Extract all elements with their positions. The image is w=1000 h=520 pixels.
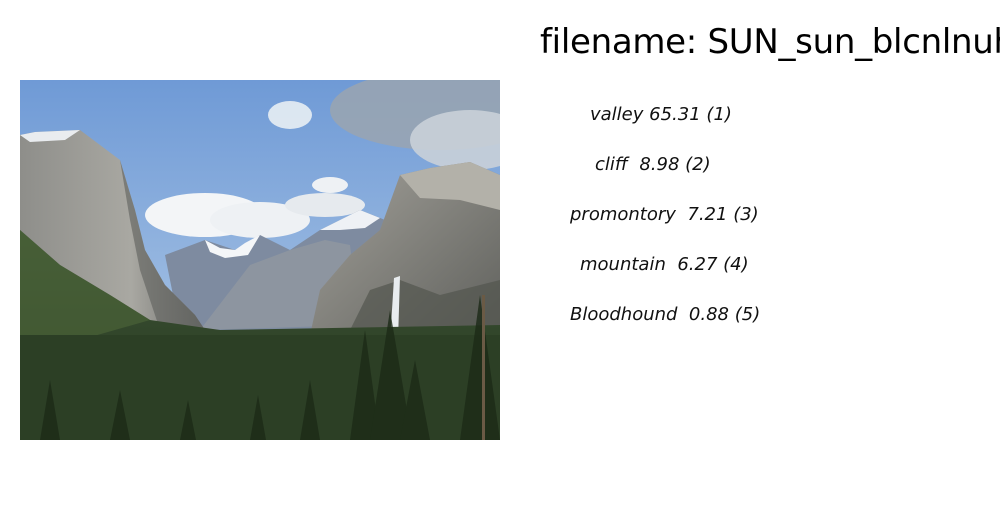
prediction-score: 8.98 (639, 154, 680, 175)
prediction-item: promontory 7.21 (3) (570, 204, 759, 225)
prediction-item: mountain 6.27 (4) (580, 254, 749, 275)
prediction-score: 6.27 (677, 254, 718, 275)
prediction-label: valley (590, 104, 644, 125)
prediction-label: promontory (570, 204, 676, 225)
prediction-label: cliff (595, 154, 628, 175)
prediction-rank: (5) (734, 304, 761, 325)
filename-title: filename: SUN_sun_blcnlnuh (540, 22, 1000, 62)
prediction-item: cliff 8.98 (2) (595, 154, 711, 175)
prediction-label: Bloodhound (570, 304, 678, 325)
prediction-score: 0.88 (688, 304, 729, 325)
prediction-score: 65.31 (649, 104, 701, 125)
prediction-rank: (1) (706, 104, 732, 125)
prediction-item: Bloodhound 0.88 (5) (570, 304, 760, 325)
prediction-rank: (4) (723, 254, 749, 275)
scene-photo (20, 80, 500, 440)
prediction-score: 7.21 (687, 204, 728, 225)
prediction-rank: (2) (685, 154, 711, 175)
prediction-rank: (3) (733, 204, 759, 225)
prediction-label: mountain (580, 254, 666, 275)
prediction-item: valley 65.31 (1) (590, 104, 732, 125)
